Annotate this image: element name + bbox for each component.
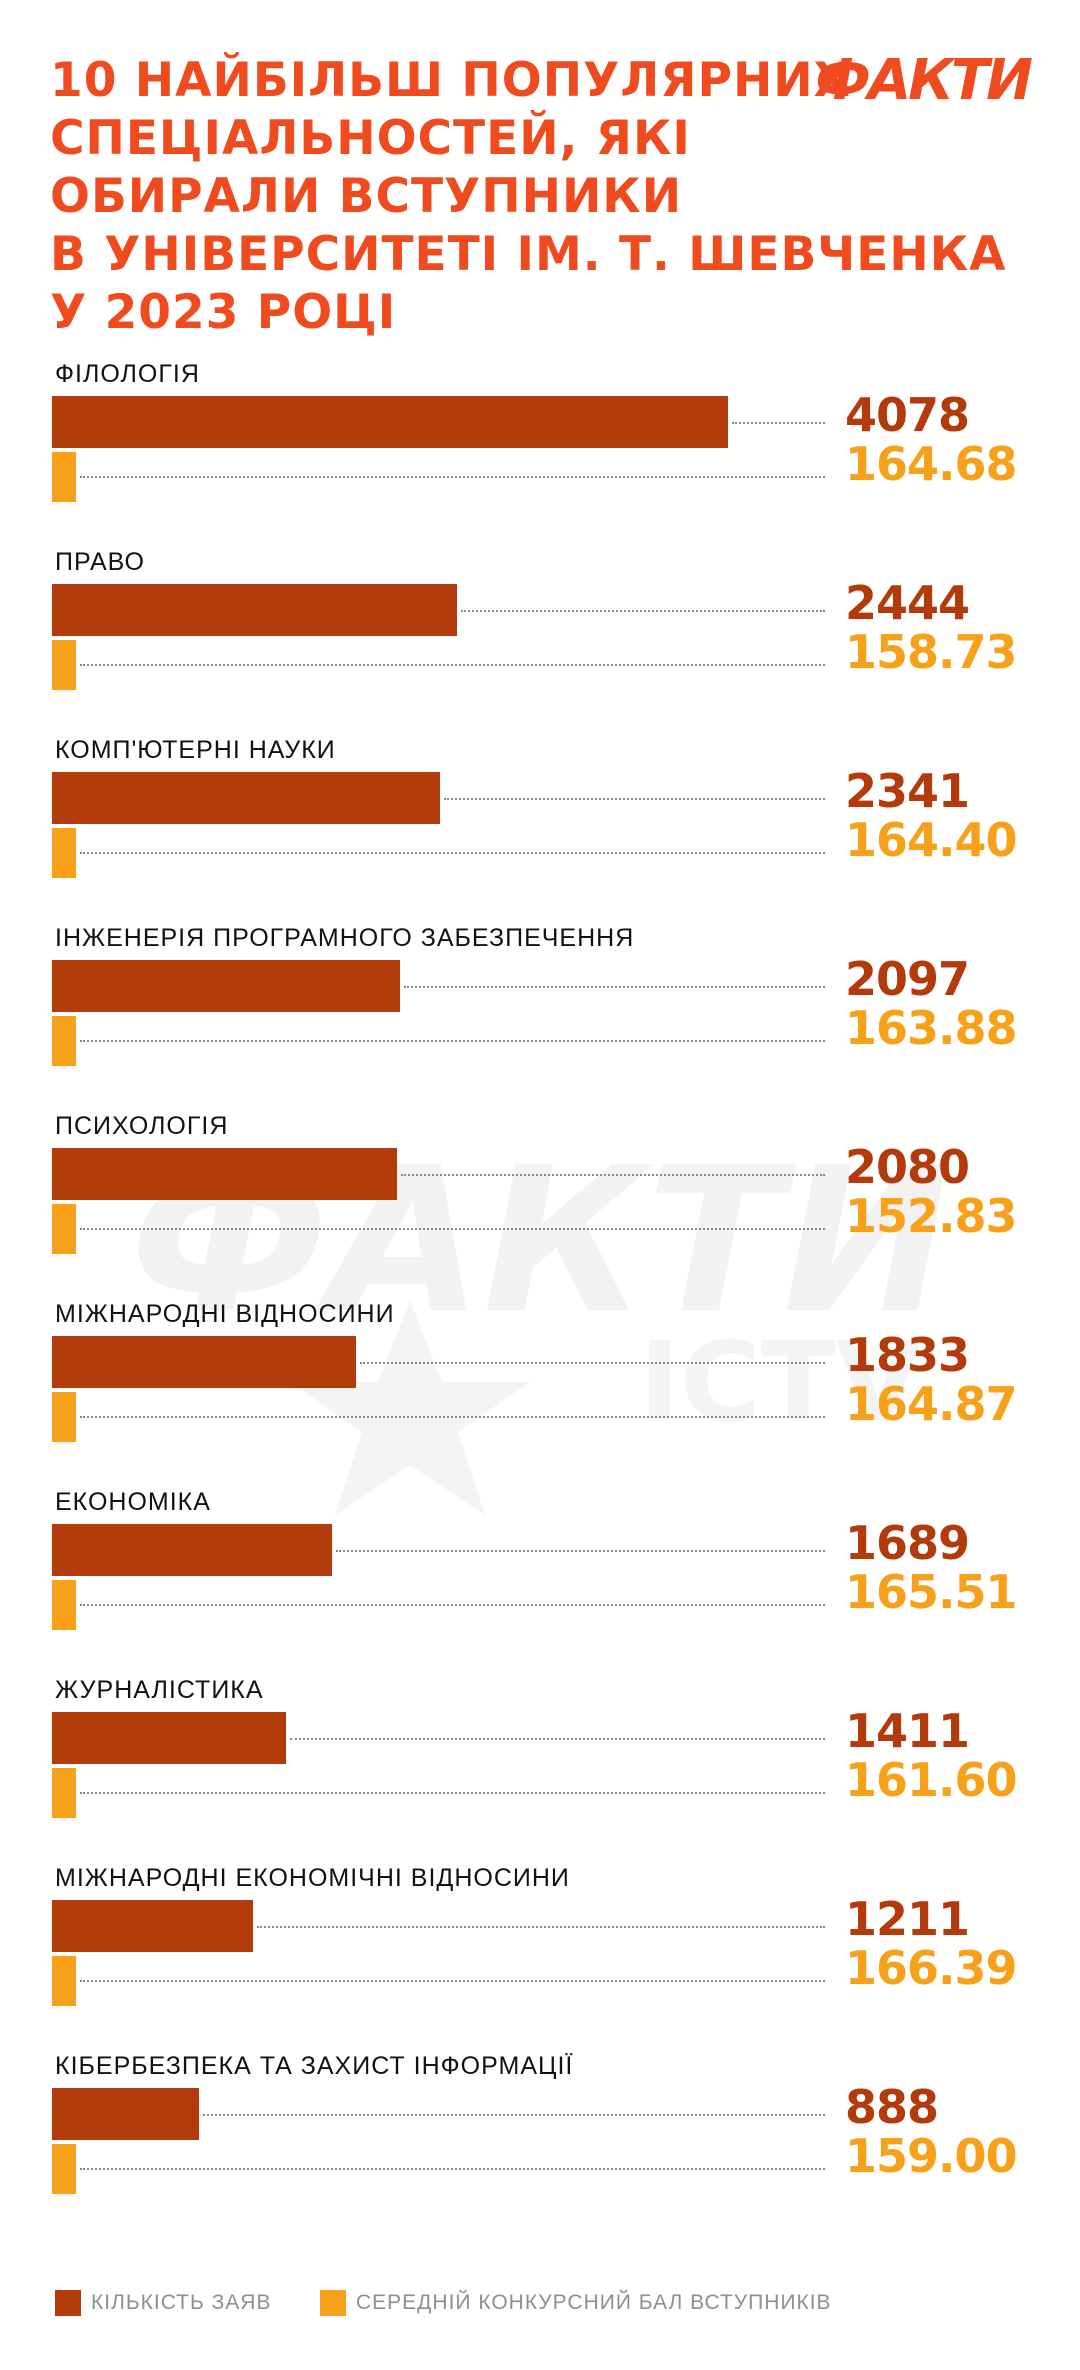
leader-line [80,1792,825,1794]
bar-applications [52,1524,332,1576]
leader-line [461,610,825,612]
category-label: МІЖНАРОДНІ ВІДНОСИНИ [55,1300,395,1328]
category-label: ІНЖЕНЕРІЯ ПРОГРАМНОГО ЗАБЕЗПЕЧЕННЯ [55,924,635,952]
legend: КІЛЬКІСТЬ ЗАЯВ СЕРЕДНІЙ КОНКУРСНИЙ БАЛ В… [55,2290,1025,2326]
bar-average-score [52,828,76,878]
category-label: ФІЛОЛОГІЯ [55,360,200,388]
category-label: ЖУРНАЛІСТИКА [55,1676,264,1704]
data-label-average-score: 166.39 [845,1941,1018,1995]
leader-line [80,664,825,666]
leader-line [360,1362,825,1364]
bar-applications [52,960,400,1012]
bar-average-score [52,1204,76,1254]
data-label-applications: 1833 [845,1328,970,1382]
bar-average-score [52,640,76,690]
bar-applications [52,772,440,824]
leader-line [257,1926,825,1928]
data-label-average-score: 163.88 [845,1001,1018,1055]
bar-average-score [52,1580,76,1630]
category-label: КОМП'ЮТЕРНІ НАУКИ [55,736,336,764]
bar-average-score [52,1768,76,1818]
data-label-applications: 4078 [845,388,970,442]
legend-swatch-count [55,2290,81,2316]
title-line: СПЕЦІАЛЬНОСТЕЙ, ЯКІ [50,111,691,166]
data-label-average-score: 164.68 [845,437,1018,491]
data-label-applications: 888 [845,2080,939,2134]
leader-line [80,1416,825,1418]
leader-line [80,1040,825,1042]
data-label-applications: 2341 [845,764,970,818]
bar-average-score [52,2144,76,2194]
title-line: В УНІВЕРСИТЕТІ ІМ. Т. ШЕВЧЕНКА [50,227,1007,282]
leader-line [203,2114,825,2116]
legend-item-score: СЕРЕДНІЙ КОНКУРСНИЙ БАЛ ВСТУПНИКІВ [320,2290,832,2316]
leader-line [80,476,825,478]
leader-line [80,852,825,854]
data-label-average-score: 164.40 [845,813,1018,867]
data-label-average-score: 158.73 [845,625,1018,679]
category-label: МІЖНАРОДНІ ЕКОНОМІЧНІ ВІДНОСИНИ [55,1864,570,1892]
bar-applications [52,396,728,448]
legend-label-count: КІЛЬКІСТЬ ЗАЯВ [91,2291,272,2314]
leader-line [336,1550,825,1552]
leader-line [444,798,825,800]
title-line: У 2023 РОЦІ [50,285,397,340]
data-label-applications: 1211 [845,1892,970,1946]
bar-applications [52,1712,286,1764]
bar-applications [52,1900,253,1952]
data-label-applications: 1689 [845,1516,970,1570]
category-label: ПРАВО [55,548,145,576]
fakty-logo: ФАКТИ [815,48,1033,113]
data-label-average-score: 164.87 [845,1377,1018,1431]
leader-line [80,1604,825,1606]
category-label: ЕКОНОМІКА [55,1488,211,1516]
leader-line [80,1228,825,1230]
data-label-applications: 2080 [845,1140,970,1194]
leader-line [401,1174,825,1176]
category-label: ПСИХОЛОГІЯ [55,1112,229,1140]
category-label: КІБЕРБЕЗПЕКА ТА ЗАХИСТ ІНФОРМАЦІЇ [55,2052,574,2080]
legend-swatch-score [320,2290,346,2316]
data-label-average-score: 159.00 [845,2129,1018,2183]
data-label-average-score: 152.83 [845,1189,1018,1243]
title-line: ОБИРАЛИ ВСТУПНИКИ [50,169,683,224]
chart-title: 10 НАЙБІЛЬШ ПОПУЛЯРНИХ СПЕЦІАЛЬНОСТЕЙ, Я… [50,52,1007,342]
bar-average-score [52,1392,76,1442]
bar-average-score [52,452,76,502]
title-line: 10 НАЙБІЛЬШ ПОПУЛЯРНИХ [50,53,851,108]
data-label-applications: 2444 [845,576,970,630]
leader-line [732,422,825,424]
bar-applications [52,1336,356,1388]
bar-average-score [52,1956,76,2006]
leader-line [404,986,825,988]
bar-applications [52,2088,199,2140]
bar-average-score [52,1016,76,1066]
data-label-applications: 2097 [845,952,970,1006]
data-label-average-score: 165.51 [845,1565,1018,1619]
legend-item-count: КІЛЬКІСТЬ ЗАЯВ [55,2290,271,2316]
bar-applications [52,584,457,636]
legend-label-score: СЕРЕДНІЙ КОНКУРСНИЙ БАЛ ВСТУПНИКІВ [356,2291,832,2314]
data-label-applications: 1411 [845,1704,970,1758]
leader-line [290,1738,825,1740]
bar-applications [52,1148,397,1200]
leader-line [80,2168,825,2170]
leader-line [80,1980,825,1982]
data-label-average-score: 161.60 [845,1753,1018,1807]
